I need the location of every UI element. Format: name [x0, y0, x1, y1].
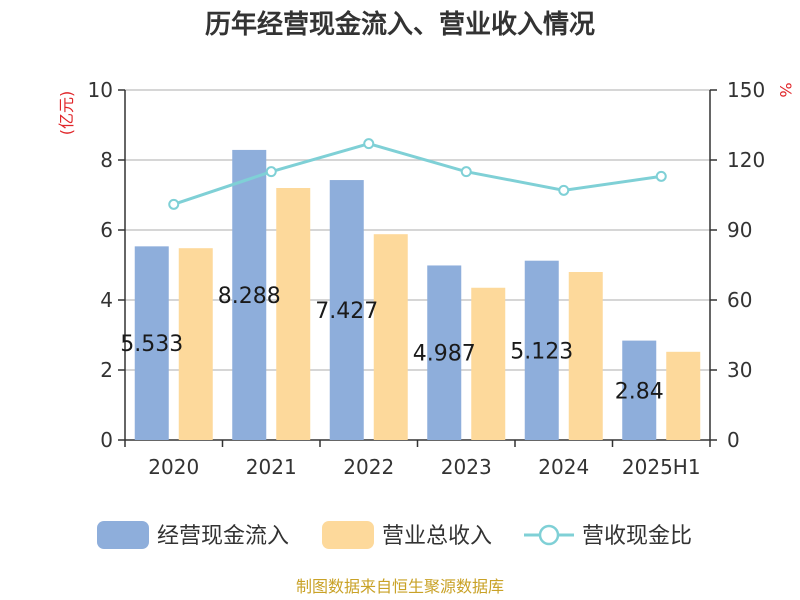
bar-revenue [178, 248, 213, 440]
data-label: 5.533 [120, 332, 183, 357]
data-label: 7.427 [315, 299, 378, 324]
ratio-point [460, 166, 472, 178]
bar-cash-inflow [622, 340, 657, 440]
ratio-point [265, 166, 277, 178]
bar-revenue [471, 287, 506, 440]
x-tick-label: 2023 [441, 455, 492, 479]
data-labels: 5.533 8.288 7.427 4.987 5.123 2.84 [120, 284, 663, 404]
ratio-point [363, 138, 375, 150]
data-label: 4.987 [413, 342, 476, 367]
x-tick-label: 2024 [538, 455, 589, 479]
right-tick-label: 90 [727, 218, 752, 242]
right-tick-label: 60 [727, 288, 752, 312]
ratio-line [168, 138, 667, 210]
data-label: 5.123 [510, 339, 573, 364]
left-tick-label: 6 [100, 218, 113, 242]
bar-cash-inflow [232, 149, 267, 441]
bar-cash-inflow [524, 260, 559, 440]
right-tick-label: 0 [727, 428, 740, 452]
left-tick-label: 4 [100, 288, 113, 312]
data-label: 2.84 [615, 379, 664, 404]
chart-title: 历年经营现金流入、营业收入情况 [205, 9, 595, 40]
left-tick-label: 10 [88, 78, 113, 102]
x-tick-label: 2021 [246, 455, 297, 479]
left-axis-unit: (亿元) [57, 91, 76, 136]
right-tick-label: 120 [727, 148, 765, 172]
bar-cash-inflow [427, 265, 462, 440]
ratio-point [168, 198, 180, 210]
gridlines [125, 89, 710, 371]
right-tick-label: 30 [727, 358, 752, 382]
legend: 经营现金流入 营业总收入 营收现金比 [97, 521, 692, 549]
legend-label-ratio: 营收现金比 [582, 524, 692, 549]
data-label: 8.288 [218, 284, 281, 309]
bar-revenue [568, 272, 603, 440]
right-axis-unit: % [776, 82, 795, 97]
bars [134, 149, 701, 441]
source-note: 制图数据来自恒生聚源数据库 [296, 577, 504, 596]
bar-cash-inflow [134, 246, 169, 440]
legend-swatch-cash-inflow [97, 521, 149, 549]
x-tick-label: 2020 [148, 455, 199, 479]
ratio-point [558, 184, 570, 196]
bar-cash-inflow [329, 180, 364, 440]
ratio-point [655, 170, 667, 182]
legend-label-cash-inflow: 经营现金流入 [157, 524, 289, 549]
left-tick-label: 0 [100, 428, 113, 452]
legend-swatch-revenue [322, 521, 374, 549]
legend-label-revenue: 营业总收入 [382, 524, 492, 549]
bar-revenue [276, 188, 311, 440]
left-tick-label: 8 [100, 148, 113, 172]
axes: 0 2 4 6 8 10 0 30 60 90 120 150 2020 2021 2022 2023 2024… [88, 78, 766, 479]
bar-revenue [666, 351, 701, 440]
right-tick-label: 150 [727, 78, 765, 102]
ratio-line-path [173, 142, 662, 206]
bar-revenue [373, 234, 408, 440]
x-tick-label: 2022 [343, 455, 394, 479]
x-tick-label: 2025H1 [622, 455, 701, 479]
left-tick-label: 2 [100, 358, 113, 382]
legend-marker-ratio [538, 524, 560, 546]
